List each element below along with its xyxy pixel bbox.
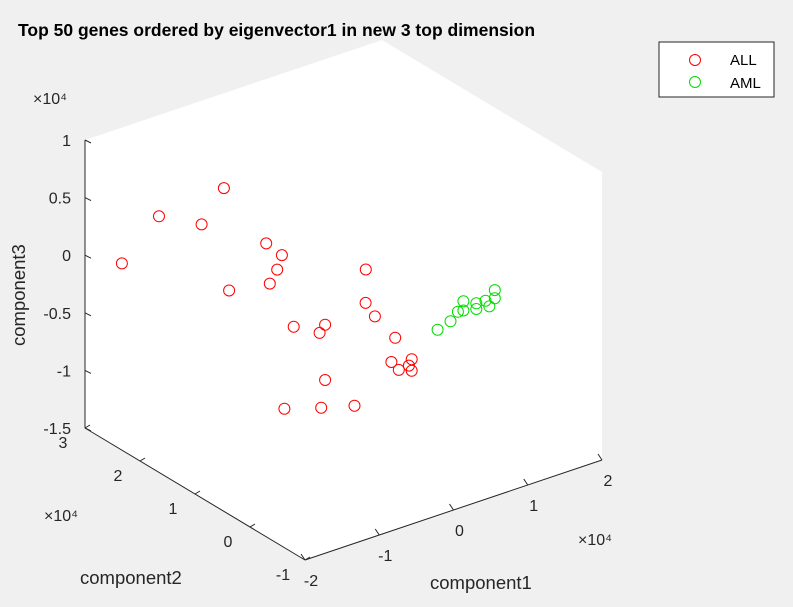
data-point-aml	[488, 284, 501, 297]
data-points	[115, 182, 501, 415]
y-tick-mark	[304, 556, 311, 561]
legend-marker-aml	[689, 76, 701, 88]
y-tick-label: -1	[276, 567, 290, 584]
plot-box	[84, 40, 603, 561]
x-tick-label: 1	[529, 498, 538, 515]
data-point-all	[405, 364, 418, 377]
data-point-all	[385, 356, 398, 368]
x-tick-label: 0	[455, 523, 464, 540]
z-tick-label: -0.5	[43, 306, 71, 323]
data-point-all	[315, 401, 328, 414]
z-multiplier: ×10⁴	[33, 91, 67, 108]
z-tick-label: -1.5	[43, 421, 71, 438]
data-point-all	[313, 326, 326, 339]
legend-label-all: ALL	[730, 52, 757, 69]
data-point-all	[359, 263, 372, 276]
data-point-all	[368, 310, 381, 323]
x-tick-mark	[374, 528, 380, 536]
data-point-all	[271, 263, 284, 276]
y-tick-label: 2	[114, 468, 123, 485]
y-tick-label: 0	[224, 534, 233, 551]
legend-box	[658, 41, 775, 98]
y-multiplier: ×10⁴	[44, 508, 78, 525]
data-point-all	[359, 296, 372, 309]
x-tick-mark	[597, 453, 603, 461]
data-point-all	[263, 277, 276, 290]
chart-title: Top 50 genes ordered by eigenvector1 in …	[18, 20, 535, 40]
x-tick-mark	[449, 503, 454, 511]
y-tick-mark	[249, 523, 256, 528]
z-tick-mark	[84, 139, 92, 144]
data-point-all	[260, 237, 273, 250]
x-tick-mark	[300, 553, 306, 561]
data-point-aml	[470, 297, 483, 310]
data-point-all	[153, 210, 165, 223]
x-tick-label: -1	[378, 548, 392, 565]
axis-ticks: -2 -1 0 1 2 -1 0 1 2 3-1.5 -1 -0.5 0 0.5 1	[43, 133, 612, 590]
legend-label-aml: AML	[730, 75, 761, 92]
data-point-all	[275, 249, 288, 262]
data-point-all	[278, 402, 291, 415]
data-point-all	[217, 182, 230, 195]
z-tick-mark	[84, 254, 92, 259]
z-tick-label: -1	[57, 363, 71, 380]
data-point-aml	[457, 295, 470, 308]
x-axis-label: component1	[430, 572, 532, 593]
x-tick-mark	[523, 478, 529, 486]
x-tick-label: 2	[604, 473, 613, 490]
y-tick-label: 1	[169, 501, 178, 518]
data-point-aml	[488, 292, 501, 305]
data-point-aml	[483, 300, 496, 313]
z-tick-label: 1	[62, 133, 71, 150]
x-multiplier: ×10⁴	[578, 532, 612, 549]
z-tick-mark	[84, 427, 92, 432]
y-tick-mark	[194, 490, 201, 495]
z-tick-mark	[84, 312, 92, 317]
data-point-aml	[470, 303, 483, 315]
data-point-all	[348, 399, 361, 412]
y-tick-mark	[84, 424, 91, 429]
y-axis-label: component2	[80, 567, 182, 588]
x-tick-label: -2	[304, 573, 318, 590]
z-tick-mark	[84, 369, 92, 374]
z-tick-label: 0.5	[49, 191, 71, 208]
z-tick-label: 0	[62, 248, 71, 265]
data-point-aml	[451, 305, 464, 318]
data-point-aml	[431, 323, 444, 336]
data-point-all	[287, 320, 300, 333]
y-tick-label: 3	[59, 435, 68, 452]
legend-marker-all	[689, 54, 701, 66]
legend: ALL AML	[658, 41, 775, 98]
data-point-all	[319, 318, 332, 331]
data-point-all	[195, 218, 208, 231]
z-axis-label: component3	[8, 244, 29, 346]
data-point-aml	[457, 304, 470, 317]
y-tick-mark	[139, 457, 146, 462]
data-point-aml	[444, 315, 457, 328]
data-point-all	[389, 331, 402, 344]
data-point-all	[319, 374, 332, 386]
z-tick-mark	[84, 197, 92, 202]
data-point-all	[115, 257, 128, 270]
data-point-all	[392, 363, 405, 376]
plot-background	[85, 40, 602, 560]
data-point-all	[223, 284, 236, 297]
